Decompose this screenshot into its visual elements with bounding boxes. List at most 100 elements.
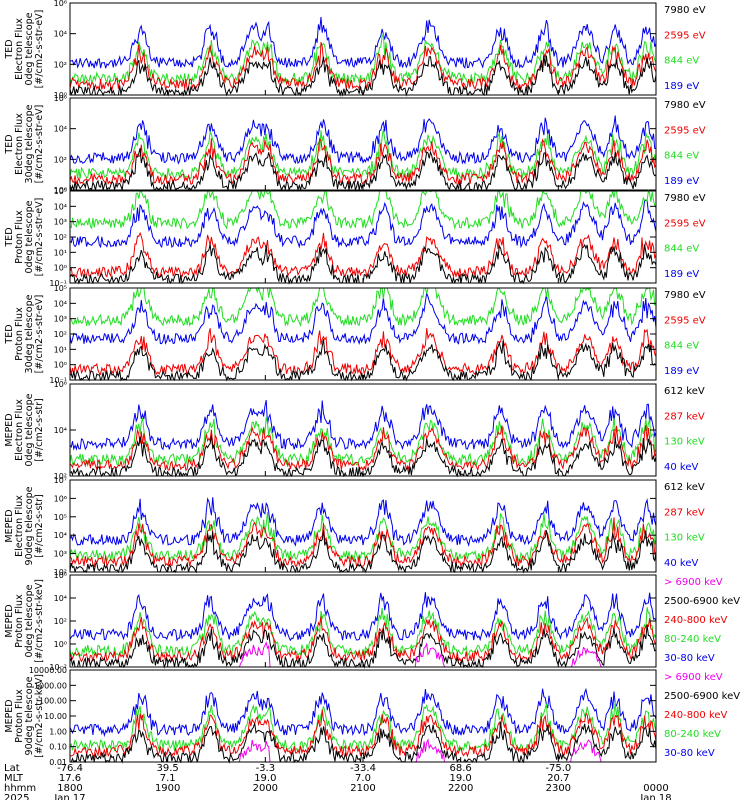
series-trace-4-red <box>69 328 657 376</box>
legend-2-2: 844 eV <box>664 151 699 162</box>
legend-5-0: 612 keV <box>664 386 705 397</box>
ylabel-line-2-1: Electron Flux <box>14 113 25 175</box>
legend-4-3: 189 eV <box>664 366 699 377</box>
ylabel-line-3-0: TED <box>4 227 15 247</box>
xaxis-row-label-0: Lat <box>4 763 20 774</box>
series-trace-5-green <box>69 417 657 467</box>
legend-1-2: 844 eV <box>664 56 699 67</box>
series-trace-7-blue <box>69 592 657 642</box>
ylabel-7: MEPED Proton Flux 0deg telescope [#/cm2-s-s… <box>4 579 45 663</box>
series-trace-5-red <box>69 425 657 473</box>
ytick-label-3-0: 10⁵ <box>54 187 67 196</box>
ytick-label-8-2: 100.00 <box>39 697 67 706</box>
legend-1-3: 189 eV <box>664 81 699 92</box>
ytick-label-4-5: 10⁰ <box>54 361 67 370</box>
ytick-label-7-2: 10² <box>54 617 67 626</box>
legend-8-3: 80-240 keV <box>664 729 721 740</box>
legend-2-1: 2595 eV <box>664 125 706 136</box>
series-trace-3-red <box>69 231 657 279</box>
ytick-label-1-2: 10² <box>54 60 67 69</box>
ytick-label-5-1: 10⁴ <box>54 426 67 435</box>
legend-7-1: 2500-6900 keV <box>664 596 740 607</box>
ylabel-line-3-2: 0deg telescope <box>24 200 35 273</box>
ylabel-line-6-0: MEPED <box>4 509 15 542</box>
ylabel-line-7-2: 0deg telescope <box>24 584 35 657</box>
ylabel-line-6-1: Electron Flux <box>14 495 25 557</box>
ylabel-line-5-0: MEPED <box>4 413 15 446</box>
ytick-label-1-1: 10⁴ <box>54 30 67 39</box>
ylabel-line-4-0: TED <box>4 324 15 344</box>
series-trace-8-red <box>70 709 657 758</box>
ytick-label-8-0: 10000.00 <box>29 666 67 675</box>
legend-7-4: 30-80 keV <box>664 653 715 664</box>
ytick-label-4-0: 10⁵ <box>54 284 67 293</box>
xlabel-1-0: 39.5 <box>157 763 179 774</box>
ytick-label-8-6: 0.01 <box>49 758 67 767</box>
series-trace-3-blue <box>69 199 657 249</box>
legend-2-0: 7980 eV <box>664 100 706 111</box>
ylabel-4: TED Proton Flux 30deg telescope [#/cm2-s-st… <box>4 294 45 373</box>
legend-8-0: > 6900 keV <box>664 672 723 683</box>
ytick-label-8-5: 0.10 <box>49 743 67 752</box>
ylabel-line-5-2: 0deg telescope <box>24 393 35 466</box>
xlabel-2-2: 2000 <box>253 783 278 794</box>
legend-7-3: 80-240 keV <box>664 634 721 645</box>
ytick-label-8-4: 1.00 <box>49 727 67 736</box>
series-trace-7-green <box>69 607 657 658</box>
ylabel-5: MEPED Electron Flux 0deg telescope [#/cm2-s… <box>4 393 45 466</box>
xlabel-4-1: 19.0 <box>450 773 472 784</box>
series-trace-2-green <box>69 128 657 181</box>
xlabel-6-3: Jan 18 <box>639 793 671 800</box>
series-trace-4-green <box>69 286 657 328</box>
ylabel-line-1-1: Electron Flux <box>14 18 25 80</box>
series-trace-3-green <box>69 189 657 231</box>
xlabel-0-1: 17.6 <box>59 773 81 784</box>
ylabel-1: TED Electron Flux 0deg telescope [#/cm2-s-s… <box>4 10 45 89</box>
ytick-label-8-1: 1000.00 <box>34 681 67 690</box>
ytick-label-4-1: 10⁴ <box>54 299 67 308</box>
series-trace-8-blue <box>69 687 657 738</box>
ytick-label-3-4: 10¹ <box>54 248 67 257</box>
legend-2-3: 189 eV <box>664 176 699 187</box>
xlabel-5-2: 2300 <box>546 783 571 794</box>
legend-8-4: 30-80 keV <box>664 748 715 759</box>
series-trace-4-blue <box>69 291 657 345</box>
legend-3-2: 844 eV <box>664 244 699 255</box>
legend-6-2: 130 keV <box>664 533 705 544</box>
xlabel-3-1: 7.0 <box>355 773 371 784</box>
legend-3-0: 7980 eV <box>664 193 706 204</box>
panel-frame-3 <box>69 190 657 284</box>
ylabel-line-5-1: Electron Flux <box>14 399 25 461</box>
ylabel-line-2-3: [#/cm2-s-str-eV] <box>34 105 45 184</box>
ylabel-line-2-2: 30deg telescope <box>24 104 35 183</box>
xlabel-0-0: -76.4 <box>57 763 83 774</box>
ylabel-8: MEPED Proton Flux 90deg telescope [#/cm2-s-… <box>4 674 45 758</box>
ylabel-line-4-1: Proton Flux <box>14 307 25 361</box>
legend-4-2: 844 eV <box>664 341 699 352</box>
ylabel-line-8-1: Proton Flux <box>14 689 25 743</box>
ylabel-line-7-0: MEPED <box>4 604 15 637</box>
ylabel-line-3-3: [#/cm2-s-str-eV] <box>34 198 45 277</box>
series-trace-2-blue <box>69 115 657 165</box>
ytick-label-4-3: 10² <box>54 330 67 339</box>
ylabel-line-5-3: [#/cm2-s-str] <box>34 398 45 461</box>
legend-1-1: 2595 eV <box>664 30 706 41</box>
xlabel-3-0: -33.4 <box>350 763 376 774</box>
ytick-label-3-5: 10⁰ <box>54 264 67 273</box>
ytick-label-1-3: 10⁰ <box>54 91 67 100</box>
xlabel-0-2: 1800 <box>57 783 82 794</box>
series-trace-1-green <box>69 32 657 86</box>
series-trace-4-black <box>69 338 657 382</box>
legend-1-0: 7980 eV <box>664 5 706 16</box>
ylabel-line-1-3: [#/cm2-s-str-eV] <box>34 10 45 89</box>
ylabel-line-8-0: MEPED <box>4 699 15 732</box>
ylabel-line-4-3: [#/cm2-s-str-eV] <box>34 295 45 374</box>
xlabel-4-2: 2200 <box>448 783 473 794</box>
ytick-label-3-2: 10³ <box>54 218 67 227</box>
legend-6-3: 40 keV <box>664 558 698 569</box>
ylabel-line-6-3: [#/cm2-s-str] <box>34 494 45 557</box>
legend-7-2: 240-800 keV <box>664 615 728 626</box>
ytick-label-4-6: 10⁻¹ <box>49 376 67 385</box>
ytick-label-6-0: 10⁷ <box>54 476 67 485</box>
legend-8-2: 240-800 keV <box>664 710 728 721</box>
